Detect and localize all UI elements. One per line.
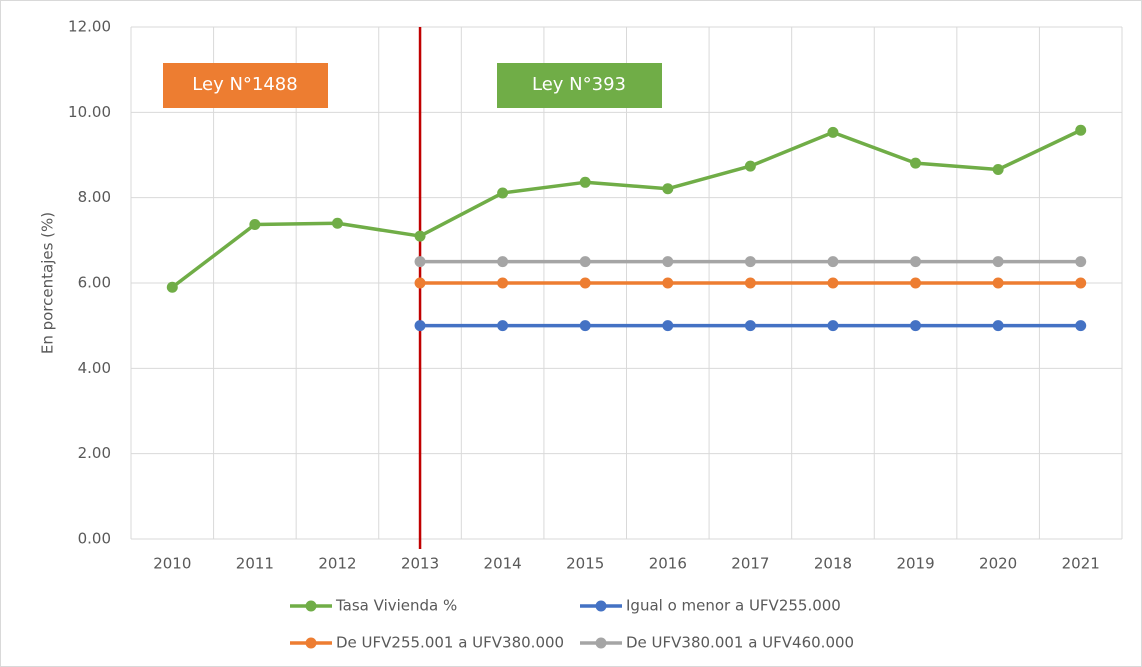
data-point (662, 320, 674, 332)
data-point (910, 277, 922, 289)
annotation-text: Ley N°1488 (192, 74, 297, 95)
legend-label: De UFV255.001 a UFV380.000 (336, 634, 564, 652)
data-point (497, 320, 509, 332)
data-point (1075, 320, 1087, 332)
y-tick-label: 10.00 (68, 103, 111, 121)
legend-marker (305, 600, 317, 612)
x-tick-label: 2014 (484, 555, 522, 573)
y-tick-label: 2.00 (78, 444, 111, 462)
annotation-text: Ley N°393 (532, 74, 626, 95)
data-point (910, 320, 922, 332)
x-tick-label: 2020 (979, 555, 1017, 573)
data-point (992, 164, 1004, 176)
data-point (497, 256, 509, 268)
data-point (744, 256, 756, 268)
y-tick-label: 0.00 (78, 530, 111, 548)
legend-marker (595, 637, 607, 649)
x-tick-label: 2016 (649, 555, 687, 573)
data-point (1075, 124, 1087, 136)
data-point (827, 320, 839, 332)
data-point (910, 256, 922, 268)
data-point (166, 281, 178, 293)
data-point (992, 277, 1004, 289)
data-point (579, 320, 591, 332)
x-tick-label: 2013 (401, 555, 439, 573)
y-tick-label: 12.00 (68, 18, 111, 36)
data-point (662, 277, 674, 289)
data-point (662, 183, 674, 195)
data-point (827, 277, 839, 289)
data-point (827, 256, 839, 268)
data-point (827, 126, 839, 138)
x-tick-label: 2010 (153, 555, 191, 573)
annotation-box (163, 63, 328, 108)
legend-marker (595, 600, 607, 612)
x-tick-label: 2012 (318, 555, 356, 573)
data-point (1075, 256, 1087, 268)
data-point (744, 160, 756, 172)
data-point (1075, 277, 1087, 289)
y-tick-label: 8.00 (78, 188, 111, 206)
data-point (497, 187, 509, 199)
data-point (414, 277, 426, 289)
data-point (992, 320, 1004, 332)
y-axis-label: En porcentajes (%) (39, 212, 57, 354)
legend-marker (305, 637, 317, 649)
data-point (579, 277, 591, 289)
data-point (992, 256, 1004, 268)
x-tick-label: 2018 (814, 555, 852, 573)
legend-label: Igual o menor a UFV255.000 (626, 597, 841, 615)
x-tick-label: 2019 (896, 555, 934, 573)
x-tick-label: 2017 (731, 555, 769, 573)
data-point (579, 176, 591, 188)
x-tick-label: 2011 (236, 555, 274, 573)
data-point (414, 256, 426, 268)
data-point (744, 320, 756, 332)
y-tick-label: 6.00 (78, 274, 111, 292)
x-tick-label: 2021 (1062, 555, 1100, 573)
x-tick-label: 2015 (566, 555, 604, 573)
data-point (662, 256, 674, 268)
data-point (414, 320, 426, 332)
data-point (579, 256, 591, 268)
data-point (414, 230, 426, 242)
data-point (910, 157, 922, 169)
data-point (497, 277, 509, 289)
data-point (331, 217, 343, 229)
annotation-box (497, 63, 662, 108)
y-tick-label: 4.00 (78, 359, 111, 377)
data-point (249, 219, 261, 231)
legend-label: De UFV380.001 a UFV460.000 (626, 634, 854, 652)
series-line (171, 128, 1082, 289)
data-point (744, 277, 756, 289)
legend-label: Tasa Vivienda % (335, 597, 457, 615)
